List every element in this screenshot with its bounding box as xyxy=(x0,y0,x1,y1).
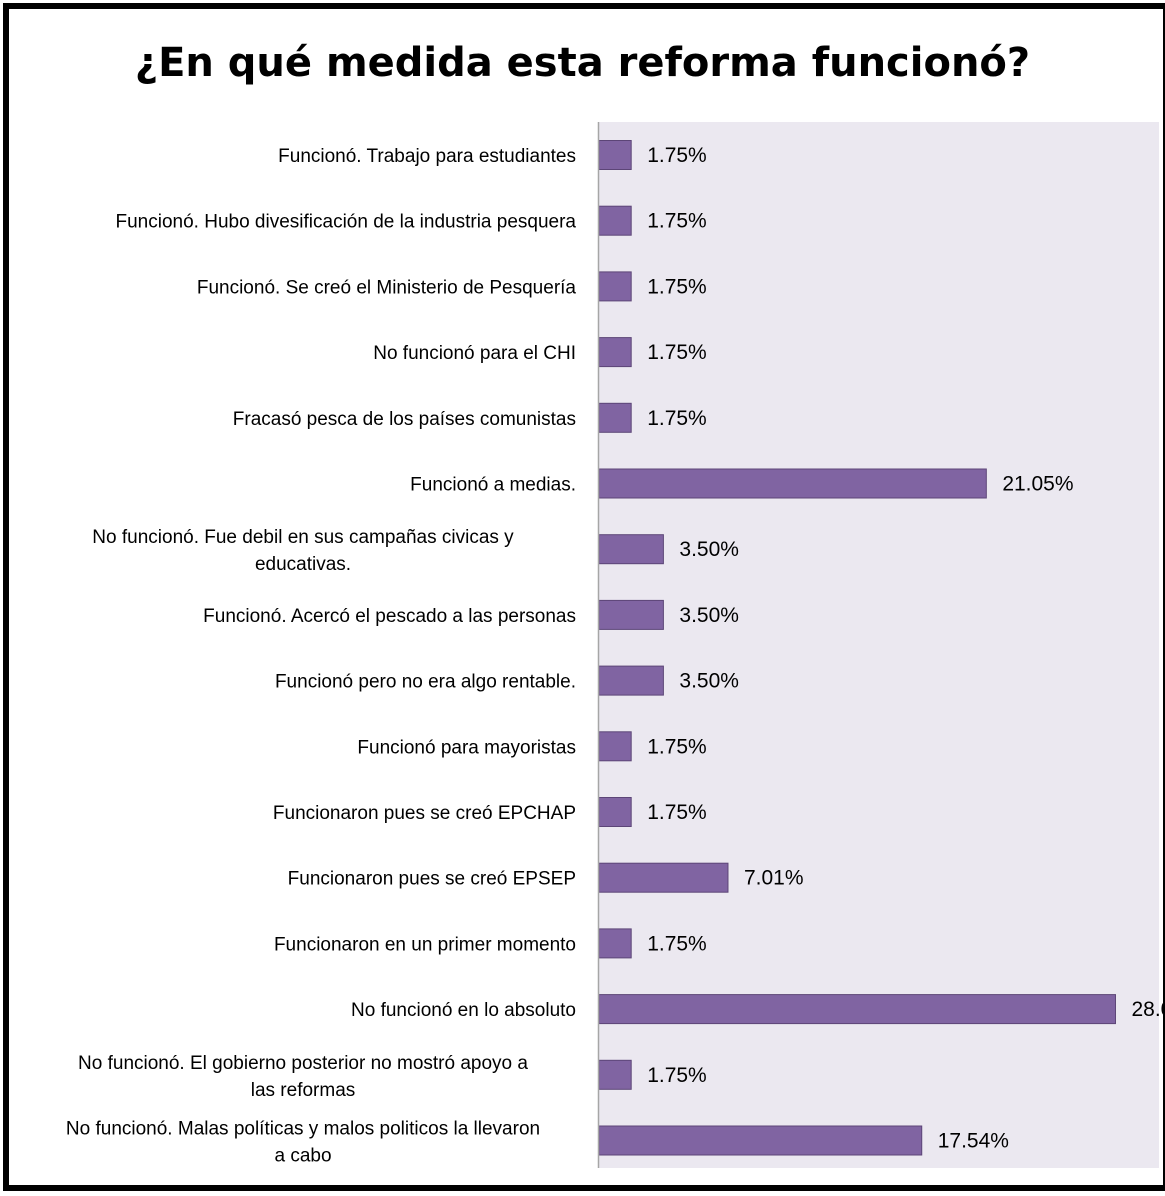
data-label: 1.75% xyxy=(647,144,707,167)
data-label: 1.75% xyxy=(647,341,707,364)
data-label: 28.07% xyxy=(1131,998,1165,1021)
bar xyxy=(598,402,632,433)
category-label: Funcionaron en un primer momento xyxy=(274,934,576,955)
data-label: 3.50% xyxy=(679,670,739,693)
category-label: Funcionaron pues se creó EPSEP xyxy=(288,869,576,890)
category-label: Funcionó para mayoristas xyxy=(357,737,576,758)
category-label: Funcionaron pues se creó EPCHAP xyxy=(273,803,576,824)
category-label: Funcionó. Trabajo para estudiantes xyxy=(278,146,576,167)
category-label: No funcionó. El gobierno posterior no mo… xyxy=(78,1053,528,1101)
data-label: 1.75% xyxy=(647,210,707,233)
bar xyxy=(598,1059,632,1090)
bar xyxy=(598,534,664,565)
data-label: 1.75% xyxy=(647,932,707,955)
bar xyxy=(598,468,987,499)
category-label: Funcionó. Hubo divesificación de la indu… xyxy=(116,212,577,233)
data-label: 17.54% xyxy=(938,1130,1009,1153)
category-label: No funcionó para el CHI xyxy=(373,343,576,364)
data-label: 7.01% xyxy=(744,867,804,890)
bar xyxy=(598,994,1116,1025)
category-label: No funcionó. Fue debil en sus campañas c… xyxy=(92,527,514,575)
data-label: 1.75% xyxy=(647,801,707,824)
bar xyxy=(598,928,632,959)
bar xyxy=(598,140,632,170)
plot-area xyxy=(598,122,1159,1168)
bar xyxy=(598,205,632,236)
bar xyxy=(598,599,664,630)
category-label: Fracasó pesca de los países comunistas xyxy=(233,409,576,430)
bar xyxy=(598,337,632,368)
bar xyxy=(598,731,632,762)
data-label: 21.05% xyxy=(1002,473,1073,496)
data-label: 1.75% xyxy=(647,735,707,758)
category-label: Funcionó. Se creó el Ministerio de Pesqu… xyxy=(197,277,577,298)
bar xyxy=(598,797,632,827)
category-label: Funcionó a medias. xyxy=(410,475,576,496)
chart-title: ¿En qué medida esta reforma funcionó? xyxy=(134,40,1031,86)
bar xyxy=(598,271,632,302)
category-label: Funcionó pero no era algo rentable. xyxy=(275,672,576,693)
data-label: 3.50% xyxy=(679,538,739,561)
bar xyxy=(598,665,664,696)
bar xyxy=(598,1125,923,1156)
category-label: No funcionó. Malas políticas y malos pol… xyxy=(66,1119,540,1167)
data-label: 1.75% xyxy=(647,275,707,298)
category-label: Funcionó. Acercó el pescado a las person… xyxy=(203,606,576,627)
data-label: 3.50% xyxy=(679,604,739,627)
bar xyxy=(598,862,729,893)
data-label: 1.75% xyxy=(647,1064,707,1087)
category-label: No funcionó en lo absoluto xyxy=(351,1000,576,1021)
data-label: 1.75% xyxy=(647,407,707,430)
